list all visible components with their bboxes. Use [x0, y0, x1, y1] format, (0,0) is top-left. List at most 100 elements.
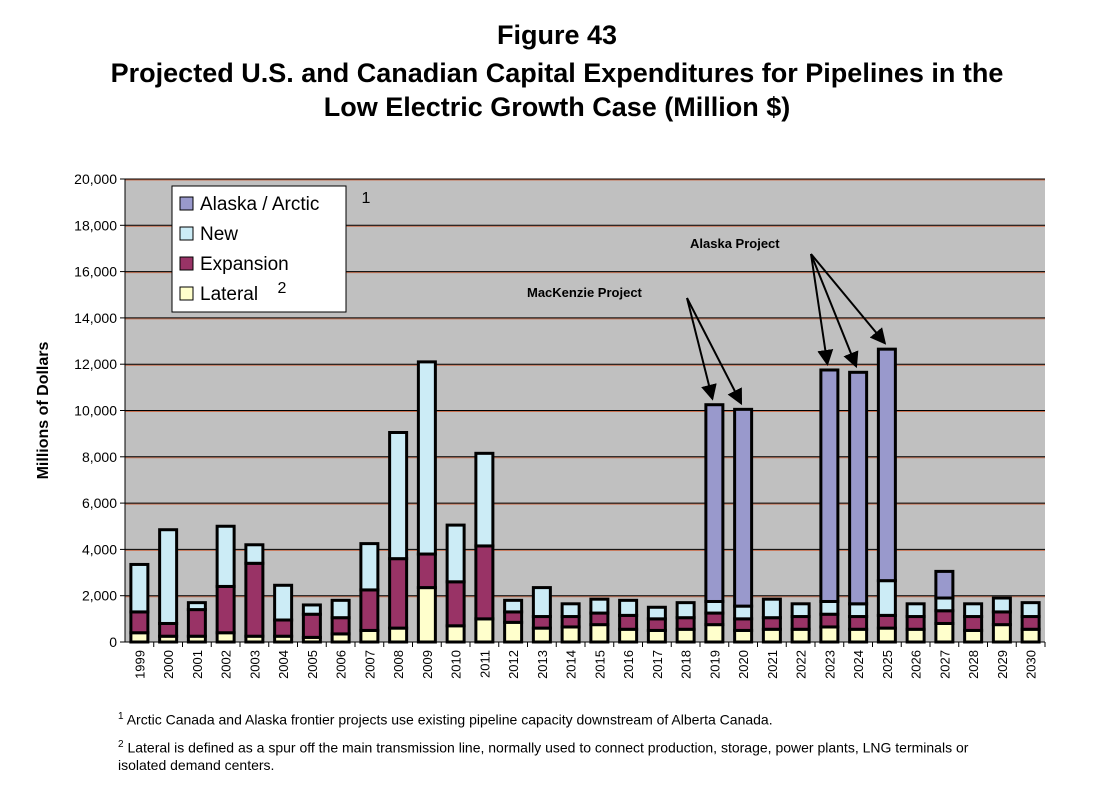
x-tick-label: 2012: [506, 650, 521, 679]
bar-segment-new: [589, 597, 610, 615]
legend-swatch: [179, 286, 194, 301]
bar-segment-new: [876, 579, 897, 617]
footnote-1: 1 Arctic Canada and Alaska frontier proj…: [118, 708, 1018, 729]
bar-segment-expansion: [416, 552, 437, 590]
bar-segment-expansion: [1020, 615, 1041, 631]
x-tick-label: 2009: [420, 650, 435, 679]
bar-segment-expansion: [388, 557, 409, 630]
x-tick-label: 2026: [909, 650, 924, 679]
y-axis-label: Millions of Dollars: [35, 342, 52, 480]
bar-segment-new: [416, 360, 437, 556]
legend-label: New: [200, 224, 238, 245]
x-tick-label: 2019: [707, 650, 722, 679]
bar-segment-new: [646, 605, 667, 621]
bar-segment-new: [963, 602, 984, 619]
x-tick-label: 2004: [276, 650, 291, 679]
bar-segment-lateral: [1020, 627, 1041, 644]
x-tick-label: 2003: [247, 650, 262, 679]
bar-segment-expansion: [503, 610, 524, 624]
x-tick-label: 2016: [621, 650, 636, 679]
x-tick-label: 2030: [1024, 650, 1039, 679]
x-tick-label: 2007: [362, 650, 377, 679]
bar-segment-expansion: [733, 617, 754, 632]
x-tick-label: 2010: [449, 650, 464, 679]
bar-segment-new: [359, 542, 380, 592]
bar-segment-lateral: [646, 628, 667, 644]
bar-segment-expansion: [330, 616, 351, 636]
bar-segment-lateral: [991, 623, 1012, 644]
bar-segment-expansion: [819, 612, 840, 629]
chart-subtitle-line-2: Low Electric Growth Case (Million $): [323, 92, 791, 122]
bar-segment-lateral: [503, 620, 524, 644]
bar-segment-lateral: [416, 586, 437, 644]
footnote-1-mark: 1: [118, 711, 124, 722]
bar-segment-lateral: [618, 627, 639, 644]
x-tick-label: 2027: [937, 650, 952, 679]
footnote-2-mark: 2: [118, 739, 124, 750]
x-tick-label: 2025: [880, 650, 895, 679]
bar-segment-lateral: [531, 626, 552, 644]
bar-segment-lateral: [790, 627, 811, 644]
bar-segment-expansion: [704, 611, 725, 627]
bar-segment-new: [301, 603, 322, 616]
annotation-label: Alaska Project: [690, 236, 780, 251]
y-tick-label: 4,000: [82, 541, 117, 557]
annotation-arrow: [810, 253, 887, 345]
y-tick-label: 12,000: [74, 356, 117, 372]
legend-label: Lateral: [200, 284, 258, 305]
bar-segment-new: [790, 602, 811, 619]
bar-segment-expansion: [244, 561, 265, 638]
bar-segment-new: [1020, 601, 1041, 619]
x-tick-label: 2022: [794, 650, 809, 679]
bar-segment-alaska-arctic: [704, 403, 725, 603]
bar-segment-new: [215, 524, 236, 588]
bar-segment-expansion: [129, 610, 150, 635]
chart-subtitle-line-1: Projected U.S. and Canadian Capital Expe…: [110, 58, 1004, 88]
bar-segment-expansion: [963, 615, 984, 632]
annotation-arrow: [810, 253, 834, 366]
bar-segment-new: [848, 602, 869, 619]
bar-segment-expansion: [445, 580, 466, 628]
bar-segment-alaska-arctic: [876, 347, 897, 583]
annotation-arrow: [686, 297, 717, 401]
bar-segment-lateral: [474, 617, 495, 644]
bar-segment-new: [129, 562, 150, 614]
bar-segment-expansion: [531, 615, 552, 630]
footnote-2: 2 Lateral is defined as a spur off the m…: [118, 736, 1018, 774]
bar-segment-lateral: [819, 625, 840, 644]
bar-segment-new: [445, 523, 466, 584]
x-tick-label: 2013: [535, 650, 550, 679]
bar-segment-lateral: [704, 623, 725, 644]
bar-segment-new: [330, 598, 351, 620]
bar-segment-new: [905, 602, 926, 619]
bar-segment-lateral: [388, 626, 409, 644]
bar-segment-expansion: [186, 608, 207, 638]
chart-title: Figure 43: [496, 20, 618, 50]
legend-label: Expansion: [200, 254, 289, 275]
bar-segment-expansion: [301, 612, 322, 639]
bar-segment-lateral: [963, 628, 984, 644]
legend: [171, 185, 347, 313]
y-tick-label: 10,000: [74, 403, 117, 419]
bar-segment-expansion: [876, 613, 897, 630]
bar-segment-expansion: [215, 584, 236, 635]
legend-swatch: [179, 196, 194, 211]
bar-segment-expansion: [646, 617, 667, 632]
x-tick-label: 2023: [822, 650, 837, 679]
bar-segment-new: [675, 601, 696, 620]
bar-segment-new: [186, 601, 207, 612]
legend-swatch: [179, 226, 194, 241]
bar-segment-expansion: [359, 588, 380, 632]
annotation-arrow: [686, 297, 743, 406]
bar-segment-lateral: [445, 624, 466, 644]
y-tick-label: 20,000: [74, 171, 117, 187]
x-tick-label: 2021: [765, 650, 780, 679]
bar-segment-lateral: [359, 628, 380, 644]
legend-superscript: 1: [362, 190, 371, 207]
bar-segment-lateral: [675, 627, 696, 644]
x-tick-label: 2017: [650, 650, 665, 679]
bar-segment-new: [733, 604, 754, 621]
y-tick-label: 18,000: [74, 217, 117, 233]
legend-superscript: 2: [278, 280, 287, 297]
bar-segment-new: [761, 597, 782, 620]
